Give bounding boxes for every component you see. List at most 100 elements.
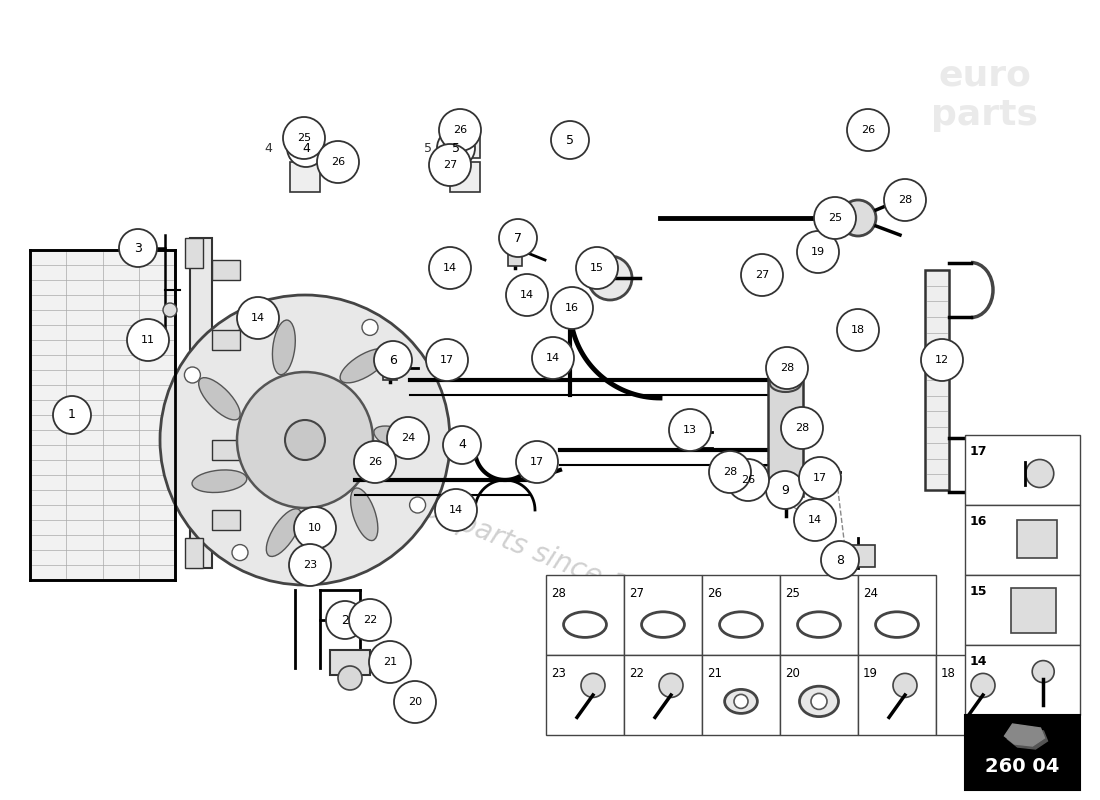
Bar <box>212 440 240 460</box>
Text: 15: 15 <box>590 263 604 273</box>
Bar <box>702 575 780 655</box>
Text: 25: 25 <box>785 587 800 600</box>
Text: 18: 18 <box>851 325 865 335</box>
Circle shape <box>294 507 335 549</box>
Bar <box>936 655 1014 735</box>
Circle shape <box>232 545 248 561</box>
Circle shape <box>338 666 362 690</box>
Circle shape <box>506 274 548 316</box>
Text: 1: 1 <box>68 409 76 422</box>
Circle shape <box>837 309 879 351</box>
Bar <box>702 655 780 735</box>
Polygon shape <box>1008 727 1047 749</box>
Circle shape <box>766 471 804 509</box>
Bar <box>212 510 240 530</box>
Bar <box>813 464 827 486</box>
Circle shape <box>283 117 324 159</box>
Bar <box>925 270 949 490</box>
Text: 22: 22 <box>363 615 377 625</box>
Bar <box>290 128 320 158</box>
Text: 14: 14 <box>520 290 535 300</box>
Circle shape <box>287 129 324 167</box>
Text: 28: 28 <box>551 587 565 600</box>
Text: 17: 17 <box>970 445 988 458</box>
Text: 27: 27 <box>443 160 458 170</box>
Bar <box>383 360 397 380</box>
Circle shape <box>429 144 471 186</box>
Text: 7: 7 <box>514 231 522 245</box>
Bar <box>965 645 1080 715</box>
Circle shape <box>727 459 769 501</box>
Circle shape <box>551 287 593 329</box>
Text: 21: 21 <box>383 657 397 667</box>
Text: 27: 27 <box>629 587 644 600</box>
Text: 25: 25 <box>297 133 311 143</box>
Circle shape <box>971 674 996 698</box>
Text: 26: 26 <box>331 157 345 167</box>
Text: 8: 8 <box>836 554 844 566</box>
Circle shape <box>236 297 279 339</box>
Text: 4: 4 <box>264 142 272 154</box>
Text: 26: 26 <box>367 457 382 467</box>
Text: 21: 21 <box>707 667 722 680</box>
Text: 23: 23 <box>551 667 565 680</box>
Text: 28: 28 <box>795 423 810 433</box>
Circle shape <box>163 303 177 317</box>
Text: 28: 28 <box>898 195 912 205</box>
Text: 5: 5 <box>566 134 574 146</box>
Text: 14: 14 <box>449 505 463 515</box>
Text: 14: 14 <box>443 263 458 273</box>
Circle shape <box>368 641 411 683</box>
Circle shape <box>581 674 605 698</box>
Bar <box>212 330 240 350</box>
Circle shape <box>362 319 378 335</box>
Circle shape <box>516 441 558 483</box>
Text: 25: 25 <box>828 213 843 223</box>
Circle shape <box>840 200 876 236</box>
Bar <box>965 435 1080 505</box>
Circle shape <box>409 497 426 513</box>
Bar <box>850 545 875 567</box>
Text: 20: 20 <box>785 667 800 680</box>
Text: 24: 24 <box>864 587 878 600</box>
Text: 5: 5 <box>452 142 460 154</box>
Circle shape <box>160 295 450 585</box>
Circle shape <box>766 347 808 389</box>
Circle shape <box>532 337 574 379</box>
Circle shape <box>710 451 751 493</box>
Circle shape <box>821 541 859 579</box>
Circle shape <box>236 372 373 508</box>
Text: 6: 6 <box>389 354 397 366</box>
Circle shape <box>659 674 683 698</box>
Bar <box>450 128 480 158</box>
Circle shape <box>317 141 359 183</box>
Text: 16: 16 <box>970 515 988 528</box>
Circle shape <box>799 457 842 499</box>
Circle shape <box>741 254 783 296</box>
Text: 15: 15 <box>970 585 988 598</box>
Bar <box>508 244 522 266</box>
Polygon shape <box>1004 724 1045 746</box>
Circle shape <box>434 489 477 531</box>
Circle shape <box>354 441 396 483</box>
Text: 10: 10 <box>308 523 322 533</box>
Bar <box>330 650 370 675</box>
Text: 28: 28 <box>780 363 794 373</box>
Text: 12: 12 <box>935 355 949 365</box>
Text: 4: 4 <box>458 438 466 451</box>
Text: a passion for parts since 1985: a passion for parts since 1985 <box>280 438 680 622</box>
Text: 24: 24 <box>400 433 415 443</box>
Circle shape <box>814 197 856 239</box>
Text: 2: 2 <box>341 614 349 626</box>
Text: 4: 4 <box>302 142 310 154</box>
Bar <box>965 715 1080 790</box>
Bar <box>858 655 936 735</box>
Text: 18: 18 <box>940 667 956 680</box>
Bar <box>1011 587 1056 633</box>
Circle shape <box>185 367 200 383</box>
Bar <box>858 575 936 655</box>
Text: 16: 16 <box>565 303 579 313</box>
Circle shape <box>576 247 618 289</box>
Text: 26: 26 <box>453 125 468 135</box>
Ellipse shape <box>273 320 295 374</box>
